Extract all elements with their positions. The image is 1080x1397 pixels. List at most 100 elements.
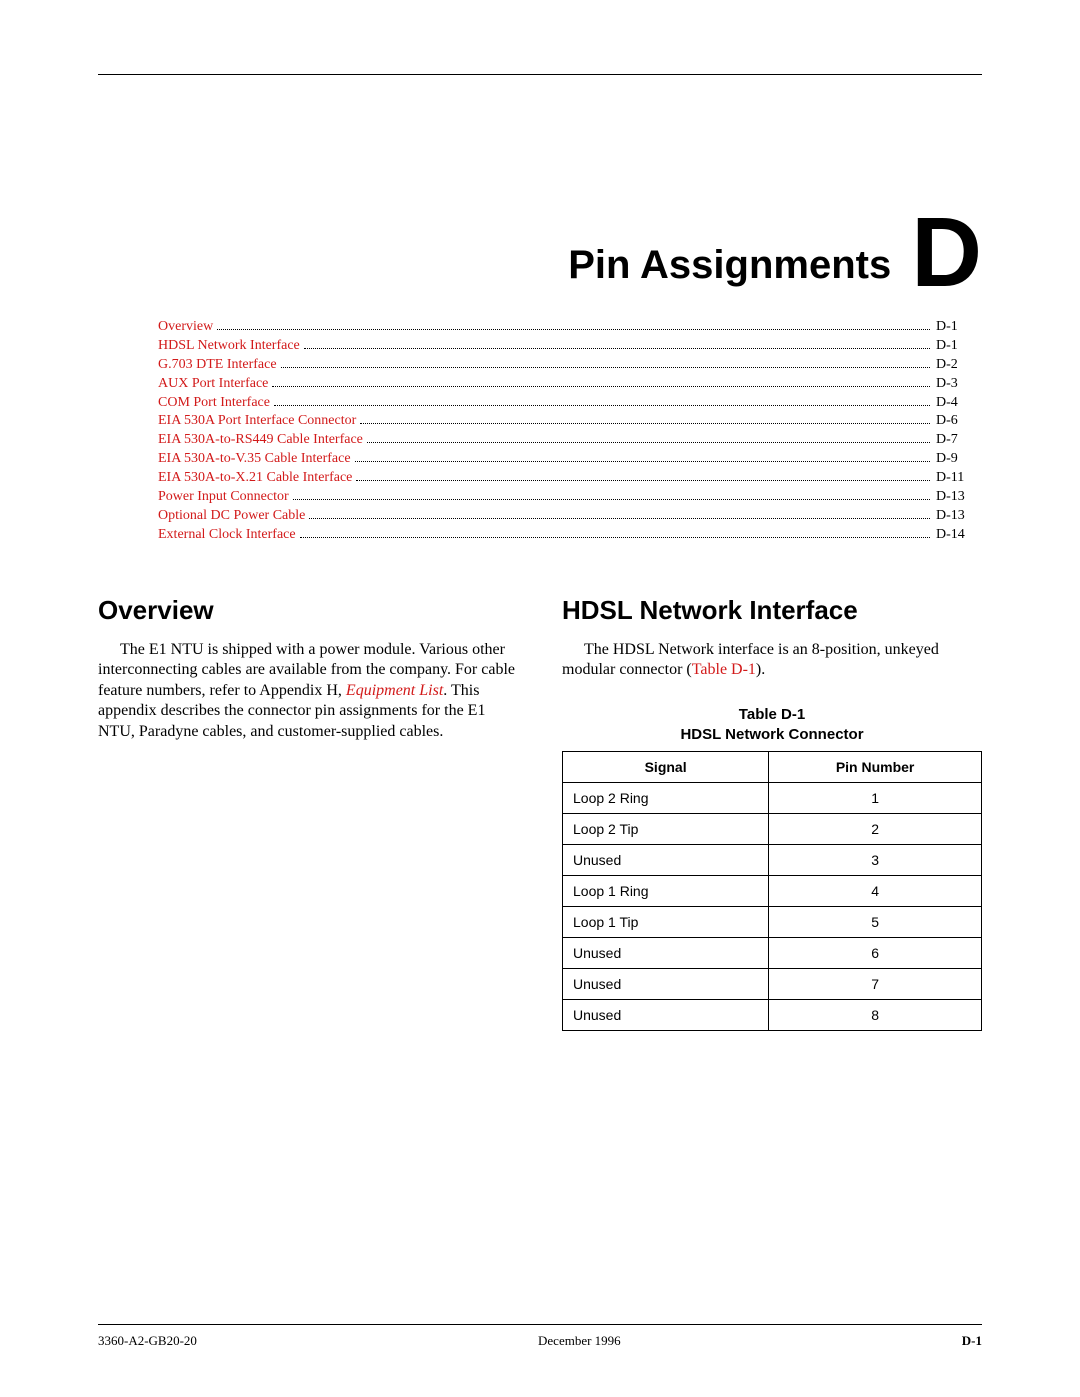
toc-page: D-2 [934,356,982,375]
toc-row: EIA 530A-to-RS449 Cable Interface D-7 [158,431,982,450]
toc-leader [274,405,930,406]
toc-page: D-1 [934,318,982,337]
cell-pin: 4 [769,876,982,907]
chapter-header: Pin Assignments D [98,205,982,288]
toc-leader [300,537,930,538]
toc-leader [309,518,930,519]
cell-signal: Loop 1 Ring [563,876,769,907]
toc-label[interactable]: HDSL Network Interface [158,337,300,356]
cell-signal: Unused [563,938,769,969]
table-row: Loop 1 Tip 5 [563,907,982,938]
toc-label[interactable]: AUX Port Interface [158,375,268,394]
page: Pin Assignments D Overview D-1 HDSL Netw… [0,0,1080,1397]
chapter-letter: D [911,213,982,291]
column-right: HDSL Network Interface The HDSL Network … [562,583,982,1031]
toc-page: D-11 [934,469,982,488]
hdsl-heading: HDSL Network Interface [562,595,982,626]
toc-page: D-13 [934,507,982,526]
cell-signal: Unused [563,1000,769,1031]
body-columns: Overview The E1 NTU is shipped with a po… [98,583,982,1031]
table-caption-line1: Table D-1 [739,706,805,723]
toc-leader [304,348,930,349]
toc-label[interactable]: EIA 530A-to-RS449 Cable Interface [158,431,363,450]
cell-signal: Loop 2 Tip [563,814,769,845]
toc-row: COM Port Interface D-4 [158,394,982,413]
cell-pin: 8 [769,1000,982,1031]
toc-page: D-4 [934,394,982,413]
toc-leader [272,386,930,387]
cell-pin: 5 [769,907,982,938]
cell-pin: 2 [769,814,982,845]
toc-row: HDSL Network Interface D-1 [158,337,982,356]
footer-doc-number: 3360-A2-GB20-20 [98,1333,197,1349]
equipment-list-link[interactable]: Equipment List [346,682,443,699]
hdsl-paragraph: The HDSL Network interface is an 8-posit… [562,640,982,681]
table-row: Unused 6 [563,938,982,969]
table-d1-link[interactable]: Table D-1 [692,661,756,678]
toc-label[interactable]: Power Input Connector [158,488,289,507]
toc-label[interactable]: G.703 DTE Interface [158,356,277,375]
cell-pin: 1 [769,783,982,814]
footer-row: 3360-A2-GB20-20 December 1996 D-1 [98,1333,982,1349]
toc-row: G.703 DTE Interface D-2 [158,356,982,375]
table-row: Loop 1 Ring 4 [563,876,982,907]
toc-leader [355,461,930,462]
toc-page: D-13 [934,488,982,507]
toc-label[interactable]: EIA 530A Port Interface Connector [158,412,356,431]
toc-row: External Clock Interface D-14 [158,526,982,545]
table-row: Unused 3 [563,845,982,876]
toc-row: AUX Port Interface D-3 [158,375,982,394]
toc-page: D-9 [934,450,982,469]
footer-date: December 1996 [538,1333,621,1349]
col-pin-number: Pin Number [769,752,982,783]
toc-label[interactable]: COM Port Interface [158,394,270,413]
table-caption: Table D-1 HDSL Network Connector [562,705,982,746]
footer-rule [98,1324,982,1325]
toc-leader [293,499,930,500]
hdsl-connector-table: Signal Pin Number Loop 2 Ring 1 Loop 2 T… [562,751,982,1031]
toc-leader [217,329,930,330]
toc-row: Optional DC Power Cable D-13 [158,507,982,526]
overview-paragraph: The E1 NTU is shipped with a power modul… [98,640,518,742]
toc-page: D-7 [934,431,982,450]
hdsl-text-post: ). [756,661,765,678]
toc-label[interactable]: Optional DC Power Cable [158,507,305,526]
table-header-row: Signal Pin Number [563,752,982,783]
cell-pin: 7 [769,969,982,1000]
table-of-contents: Overview D-1 HDSL Network Interface D-1 … [158,318,982,545]
toc-page: D-14 [934,526,982,545]
cell-signal: Loop 1 Tip [563,907,769,938]
toc-row: EIA 530A-to-V.35 Cable Interface D-9 [158,450,982,469]
toc-row: EIA 530A Port Interface Connector D-6 [158,412,982,431]
cell-pin: 3 [769,845,982,876]
chapter-title: Pin Assignments [568,243,891,288]
toc-label[interactable]: EIA 530A-to-X.21 Cable Interface [158,469,352,488]
toc-row: Power Input Connector D-13 [158,488,982,507]
table-caption-line2: HDSL Network Connector [680,726,863,743]
table-row: Unused 8 [563,1000,982,1031]
toc-leader [360,423,930,424]
toc-label[interactable]: External Clock Interface [158,526,296,545]
cell-pin: 6 [769,938,982,969]
toc-row: Overview D-1 [158,318,982,337]
top-rule [98,74,982,75]
toc-page: D-6 [934,412,982,431]
footer-page-number: D-1 [962,1333,982,1349]
toc-label[interactable]: EIA 530A-to-V.35 Cable Interface [158,450,351,469]
toc-row: EIA 530A-to-X.21 Cable Interface D-11 [158,469,982,488]
toc-leader [367,442,930,443]
toc-leader [356,480,930,481]
cell-signal: Unused [563,969,769,1000]
column-left: Overview The E1 NTU is shipped with a po… [98,583,518,1031]
table-row: Loop 2 Tip 2 [563,814,982,845]
toc-page: D-1 [934,337,982,356]
toc-leader [281,367,930,368]
table-row: Loop 2 Ring 1 [563,783,982,814]
toc-page: D-3 [934,375,982,394]
cell-signal: Unused [563,845,769,876]
col-signal: Signal [563,752,769,783]
toc-label[interactable]: Overview [158,318,213,337]
table-row: Unused 7 [563,969,982,1000]
page-footer: 3360-A2-GB20-20 December 1996 D-1 [98,1324,982,1349]
overview-heading: Overview [98,595,518,626]
